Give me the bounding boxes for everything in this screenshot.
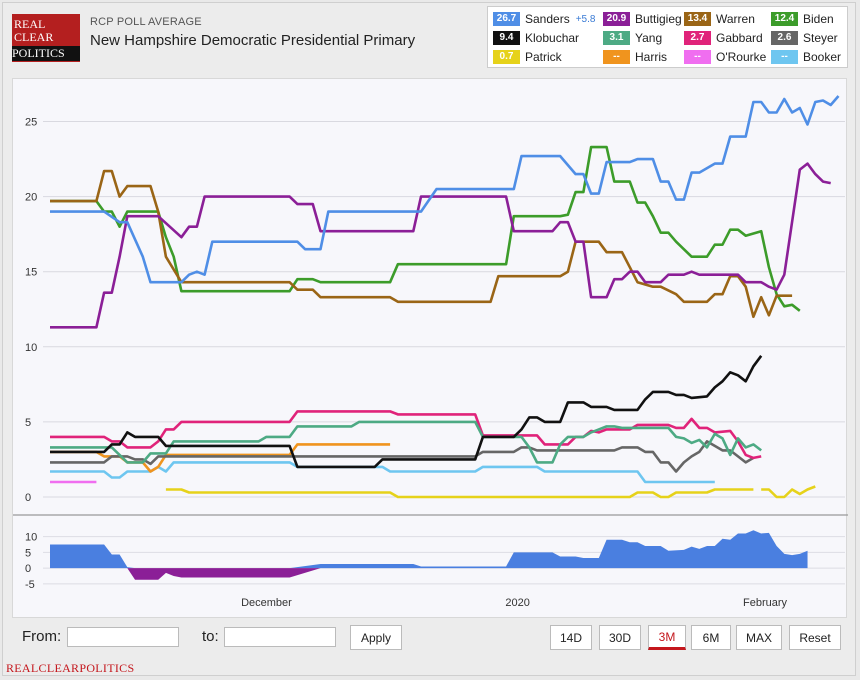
spread-area-buttigieg <box>50 568 808 580</box>
chart-subtitle: RCP POLL AVERAGE <box>90 16 202 28</box>
to-date-input[interactable] <box>224 627 336 647</box>
legend-item-sanders[interactable]: 26.7 Sanders +5.8 <box>493 11 595 27</box>
legend-name: Klobuchar <box>525 31 580 45</box>
range-6m-button[interactable]: 6M <box>691 625 731 650</box>
reset-button[interactable]: Reset <box>789 625 841 650</box>
legend-value-badge: 13.4 <box>684 12 711 26</box>
range-30d-button[interactable]: 30D <box>599 625 641 650</box>
legend-name: Steyer <box>803 31 838 45</box>
logo-line-3: POLITICS <box>12 46 80 61</box>
legend-item-yang[interactable]: 3.1 Yang <box>603 30 662 46</box>
legend-item-booker[interactable]: -- Booker <box>771 49 841 65</box>
x-tick-label: 2020 <box>505 597 529 609</box>
legend-item-harris[interactable]: -- Harris <box>603 49 667 65</box>
from-date-input[interactable] <box>67 627 179 647</box>
legend-name: Booker <box>803 50 842 64</box>
series-line-sanders <box>50 95 840 284</box>
legend-name: Harris <box>635 50 667 64</box>
logo-line-2: CLEAR <box>14 30 54 44</box>
legend-name: Yang <box>635 31 663 45</box>
date-controls: From: to: Apply 14D 30D 3M 6M MAX Reset <box>12 620 847 658</box>
legend-value-badge: 20.9 <box>603 12 630 26</box>
y-tick-label: 20 <box>25 192 37 204</box>
series-line-harris <box>50 443 391 473</box>
footer-brand[interactable]: REALCLEARPOLITICS <box>6 661 135 675</box>
series-line-patrick <box>761 485 816 499</box>
legend-item-klobuchar[interactable]: 9.4 Klobuchar <box>493 30 579 46</box>
series-line-warren <box>50 169 793 319</box>
legend-item-gabbard[interactable]: 2.7 Gabbard <box>684 30 763 46</box>
legend-name: Warren <box>716 12 755 26</box>
spread-area-sanders <box>50 530 808 569</box>
spread-tick-label: 10 <box>25 532 37 544</box>
series-line-booker <box>50 461 715 484</box>
legend-change: +5.8 <box>575 13 596 25</box>
x-tick-label: February <box>743 597 788 609</box>
legend-item-steyer[interactable]: 2.6 Steyer <box>771 30 838 46</box>
series-line-gabbard <box>50 410 762 460</box>
range-3m-button[interactable]: 3M <box>648 625 686 650</box>
series-line-klobuchar <box>50 355 763 469</box>
legend-item-warren[interactable]: 13.4 Warren <box>684 11 755 27</box>
legend-name: Gabbard <box>716 31 763 45</box>
x-tick-label: December <box>241 597 292 609</box>
spread-tick-label: 0 <box>25 563 31 575</box>
chart-title: New Hampshire Democratic Presidential Pr… <box>90 32 416 49</box>
legend-item-orourke[interactable]: -- O'Rourke <box>684 49 766 65</box>
series-line-patrick <box>165 488 754 499</box>
y-tick-label: 5 <box>25 417 31 429</box>
legend-item-biden[interactable]: 12.4 Biden <box>771 11 834 27</box>
legend-name: Biden <box>803 12 834 26</box>
legend-name: Patrick <box>525 50 562 64</box>
apply-button[interactable]: Apply <box>350 625 402 650</box>
legend-value-badge: -- <box>603 50 630 64</box>
legend-value-badge: 0.7 <box>493 50 520 64</box>
y-tick-label: 10 <box>25 342 37 354</box>
legend-value-badge: 12.4 <box>771 12 798 26</box>
legend-name: O'Rourke <box>716 50 767 64</box>
y-tick-label: 0 <box>25 492 31 504</box>
legend-value-badge: -- <box>771 50 798 64</box>
to-label: to: <box>202 628 219 645</box>
series-line-buttigieg <box>50 162 831 329</box>
legend-value-badge: 2.7 <box>684 31 711 45</box>
series-line-steyer <box>50 440 755 473</box>
legend-value-badge: 26.7 <box>493 12 520 26</box>
line-chart: 0 5 10 15 20 25 10 5 0 -5 December 2020 February <box>13 95 848 609</box>
y-tick-label: 25 <box>25 117 37 129</box>
legend-value-badge: -- <box>684 50 711 64</box>
legend: 26.7 Sanders +5.8 20.9 Buttigieg 13.4 Warren 12… <box>487 6 848 68</box>
legend-name: Buttigieg <box>635 12 682 26</box>
range-max-button[interactable]: MAX <box>736 625 782 650</box>
legend-name: Sanders <box>525 12 570 26</box>
y-tick-label: 15 <box>25 267 37 279</box>
legend-value-badge: 2.6 <box>771 31 798 45</box>
legend-item-patrick[interactable]: 0.7 Patrick <box>493 49 562 65</box>
spread-tick-label: -5 <box>25 579 35 591</box>
chart-area: 0 5 10 15 20 25 10 5 0 -5 December 2020 February <box>12 78 848 618</box>
from-label: From: <box>22 628 62 645</box>
logo-line-1: REAL <box>14 17 46 31</box>
legend-value-badge: 3.1 <box>603 31 630 45</box>
series-line-biden <box>50 145 801 312</box>
legend-item-buttigieg[interactable]: 20.9 Buttigieg <box>603 11 682 27</box>
spread-tick-label: 5 <box>25 547 31 559</box>
legend-value-badge: 9.4 <box>493 31 520 45</box>
range-14d-button[interactable]: 14D <box>550 625 592 650</box>
rcp-logo[interactable]: REAL CLEAR POLITICS <box>12 14 80 62</box>
